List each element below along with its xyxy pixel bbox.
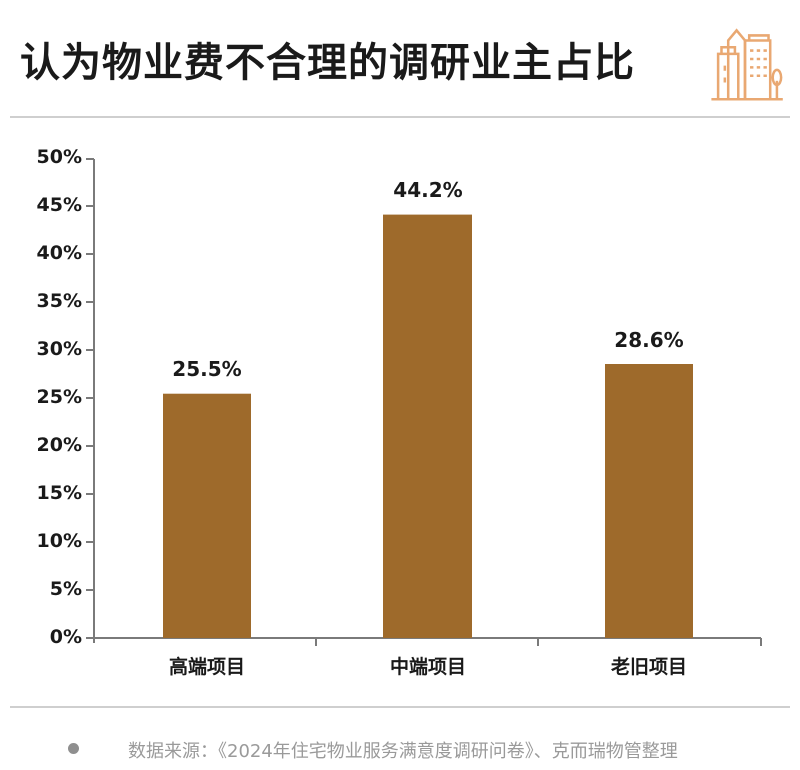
bar-high-end (163, 393, 251, 638)
y-tick-label: 15% (36, 482, 82, 504)
y-tick-label: 10% (36, 530, 82, 552)
bar-mid-end (383, 214, 472, 638)
chart-axes (86, 158, 762, 646)
x-label-old: 老旧项目 (610, 656, 687, 678)
value-label-high-end: 25.5% (172, 357, 242, 381)
footer-divider (10, 706, 790, 708)
chart-title: 认为物业费不合理的调研业主占比 (20, 40, 635, 86)
bar-chart: 50% 45% 40% 35% 30% 25% 20% 15% 10% 5% 0… (36, 146, 762, 678)
x-label-high-end: 高端项目 (168, 656, 245, 678)
source-text: 数据来源：《2024年住宅物业服务满意度调研问卷》、克而瑞物管整理 (128, 741, 678, 762)
y-tick-label: 20% (36, 434, 82, 456)
bullet-icon (68, 743, 79, 754)
y-tick-label: 50% (36, 146, 82, 168)
y-tick-label: 5% (49, 578, 82, 600)
y-tick-label: 25% (36, 386, 82, 408)
y-tick-label: 35% (36, 290, 82, 312)
buildings-icon (711, 28, 783, 101)
y-tick-label: 40% (36, 242, 82, 264)
header-divider (10, 116, 790, 118)
bar-old (605, 364, 693, 638)
y-tick-label: 45% (36, 194, 82, 216)
x-label-mid-end: 中端项目 (389, 656, 466, 678)
y-tick-label: 0% (49, 626, 82, 648)
value-label-old: 28.6% (614, 328, 684, 352)
source-footer: 数据来源：《2024年住宅物业服务满意度调研问卷》、克而瑞物管整理 (0, 735, 800, 765)
value-label-mid-end: 44.2% (393, 178, 463, 202)
y-tick-label: 30% (36, 338, 82, 360)
